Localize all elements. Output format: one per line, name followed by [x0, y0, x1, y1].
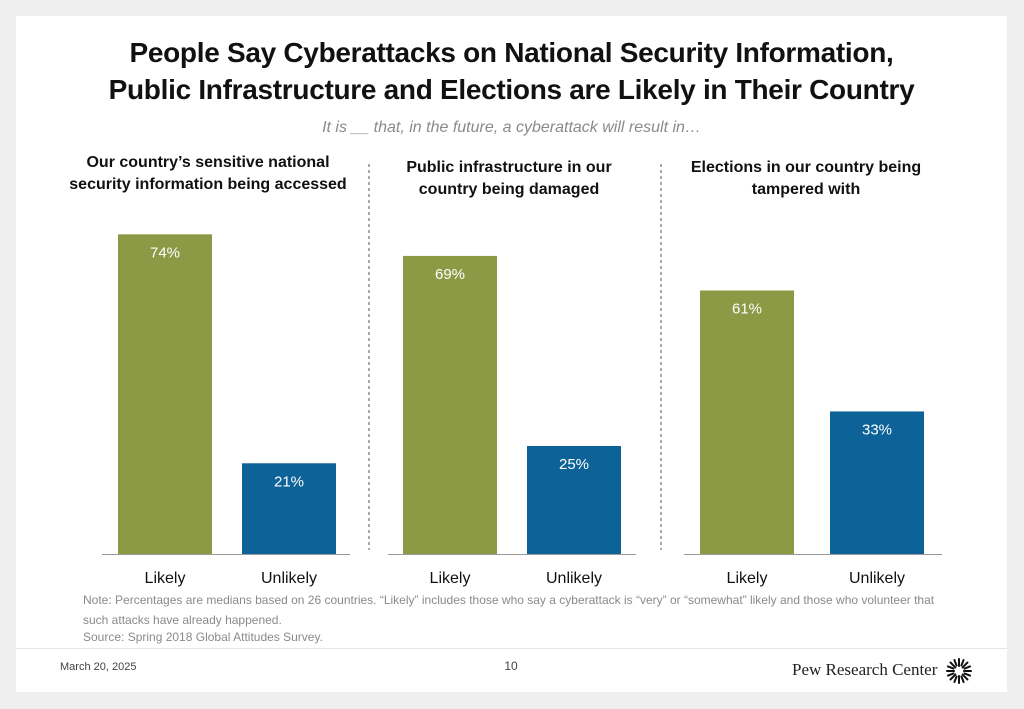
chart-title: People Say Cyberattacks on National Secu… [16, 34, 1007, 108]
category-label-elections-likely: Likely [727, 570, 768, 587]
bar-charts: 74% Likely 21% Unlikely 69% Likely 25% Unlikely… [102, 164, 942, 587]
chart-subtitle: It is __ that, in the future, a cyberatt… [322, 119, 701, 136]
chart-title-line-1: People Say Cyberattacks on National Secu… [129, 37, 894, 68]
bar-elections-unlikely [830, 411, 924, 554]
panel-title-infrastructure: Public infrastructure in our country bei… [354, 157, 664, 201]
category-label-security-unlikely: Unlikely [261, 570, 317, 587]
value-label-infrastructure-likely: 69% [435, 266, 465, 283]
footer-date: March 20, 2025 [60, 661, 137, 673]
page-number: 10 [504, 659, 518, 673]
panel-title-security-line-1: Our country’s sensitive national [86, 154, 330, 171]
category-label-elections-unlikely: Unlikely [849, 570, 905, 587]
category-label-infrastructure-unlikely: Unlikely [546, 570, 602, 587]
panel-title-elections-line-1: Elections in our country being [690, 159, 922, 176]
bar-elections-likely [700, 290, 794, 554]
value-label-elections-likely: 61% [732, 300, 762, 317]
panel-title-security: Our country’s sensitive national securit… [58, 152, 358, 196]
brand-name: Pew Research Center [792, 660, 938, 679]
chart-source: Source: Spring 2018 Global Attitudes Sur… [83, 630, 323, 644]
panel-title-infrastructure-line-1: Public infrastructure in our [406, 159, 612, 176]
panel-title-security-line-2: security information being accessed [69, 176, 347, 193]
pew-sunburst-icon [946, 658, 972, 684]
value-label-infrastructure-unlikely: 25% [559, 456, 589, 473]
chart-note: Note: Percentages are medians based on 2… [83, 593, 935, 627]
category-label-security-likely: Likely [145, 570, 186, 587]
value-label-elections-unlikely: 33% [862, 421, 892, 438]
bar-infrastructure-unlikely [527, 446, 621, 554]
panel-title-elections-line-2: tampered with [751, 181, 861, 198]
category-label-infrastructure-likely: Likely [430, 570, 471, 587]
bar-infrastructure-likely [403, 255, 497, 555]
slide: People Say Cyberattacks on National Secu… [16, 16, 1007, 692]
panel-title-elections: Elections in our country being tampered … [656, 157, 956, 201]
footer-divider [16, 648, 1007, 649]
panel-title-infrastructure-line-2: country being damaged [418, 181, 600, 198]
value-label-security-likely: 74% [150, 244, 180, 261]
chart-title-line-2: Public Infrastructure and Elections are … [108, 74, 915, 105]
value-label-security-unlikely: 21% [274, 473, 304, 490]
bar-security-unlikely [242, 463, 336, 554]
bar-security-likely [118, 234, 212, 554]
